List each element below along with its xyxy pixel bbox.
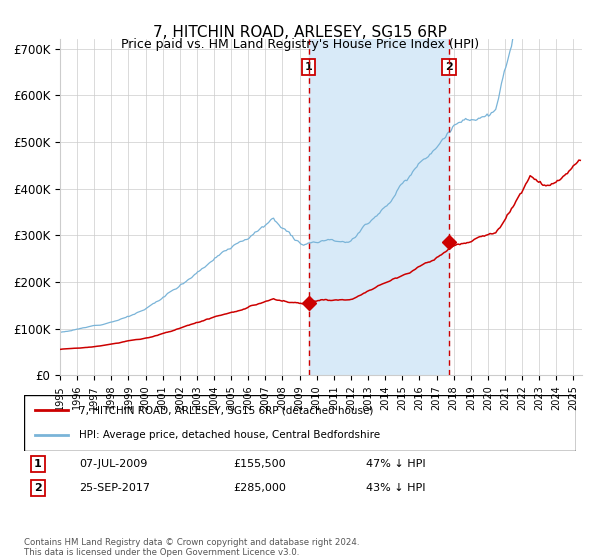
Text: 25-SEP-2017: 25-SEP-2017 [79, 483, 150, 493]
Text: 1: 1 [305, 62, 313, 72]
Text: 7, HITCHIN ROAD, ARLESEY, SG15 6RP (detached house): 7, HITCHIN ROAD, ARLESEY, SG15 6RP (deta… [79, 405, 374, 416]
Text: 2: 2 [34, 483, 41, 493]
Text: 2: 2 [445, 62, 453, 72]
Text: 07-JUL-2009: 07-JUL-2009 [79, 459, 148, 469]
Text: £285,000: £285,000 [234, 483, 287, 493]
Text: 7, HITCHIN ROAD, ARLESEY, SG15 6RP: 7, HITCHIN ROAD, ARLESEY, SG15 6RP [153, 25, 447, 40]
Text: 43% ↓ HPI: 43% ↓ HPI [366, 483, 426, 493]
Text: HPI: Average price, detached house, Central Bedfordshire: HPI: Average price, detached house, Cent… [79, 430, 380, 440]
Text: 1: 1 [34, 459, 41, 469]
Text: 47% ↓ HPI: 47% ↓ HPI [366, 459, 426, 469]
Text: Contains HM Land Registry data © Crown copyright and database right 2024.
This d: Contains HM Land Registry data © Crown c… [24, 538, 359, 557]
Text: £155,500: £155,500 [234, 459, 286, 469]
Text: Price paid vs. HM Land Registry's House Price Index (HPI): Price paid vs. HM Land Registry's House … [121, 38, 479, 51]
Bar [308, 39, 449, 375]
